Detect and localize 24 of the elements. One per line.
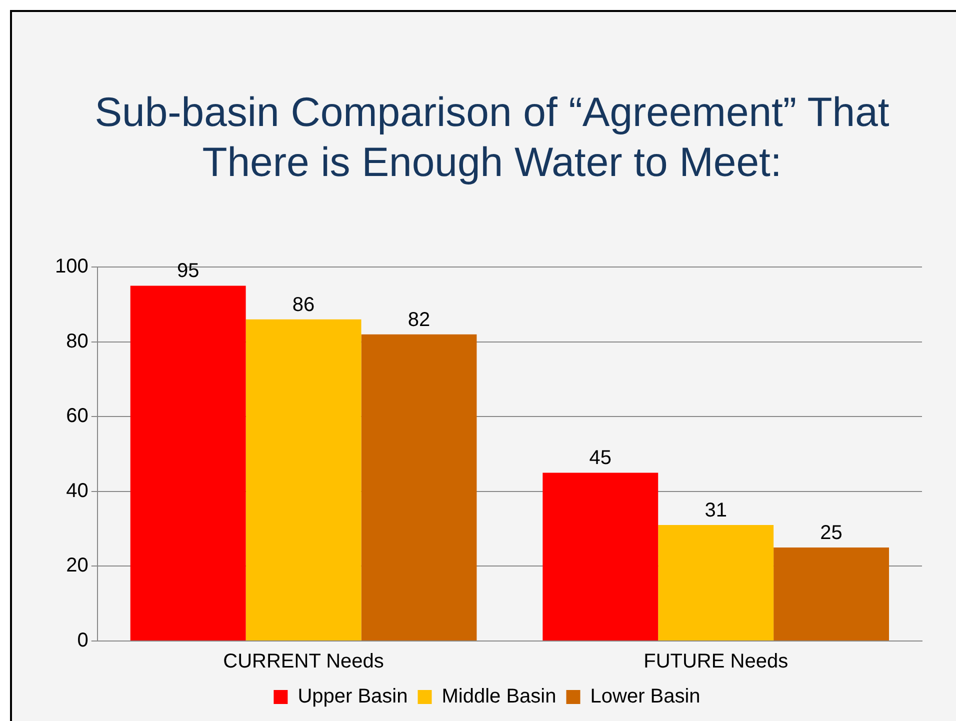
y-tick-label: 40 xyxy=(66,480,88,502)
x-tick-label: FUTURE Needs xyxy=(644,650,788,673)
y-tick-label: 100 xyxy=(54,256,88,278)
bar xyxy=(658,525,774,640)
legend-label: Middle Basin xyxy=(442,686,556,708)
bar xyxy=(774,548,890,640)
data-label: 86 xyxy=(292,294,315,316)
chart-title: Sub-basin Comparison of “Agreement” That There is Enough Water to Meet: xyxy=(94,88,890,187)
data-label: 25 xyxy=(820,522,842,544)
y-tick-label: 0 xyxy=(77,630,88,652)
y-tick-label: 80 xyxy=(66,330,88,352)
data-label: 45 xyxy=(589,447,612,470)
bar xyxy=(361,334,477,640)
legend-label: Lower Basin xyxy=(590,686,700,708)
data-label: 82 xyxy=(408,308,430,331)
y-tick-label: 20 xyxy=(66,554,88,577)
bar xyxy=(130,286,246,640)
legend-label: Upper Basin xyxy=(298,686,408,708)
data-label: 31 xyxy=(704,500,727,522)
data-label: 95 xyxy=(176,260,200,282)
y-tick-label: 60 xyxy=(66,405,88,428)
bar xyxy=(542,472,658,640)
bar xyxy=(246,319,362,640)
x-tick-label: CURRENT Needs xyxy=(223,650,384,673)
